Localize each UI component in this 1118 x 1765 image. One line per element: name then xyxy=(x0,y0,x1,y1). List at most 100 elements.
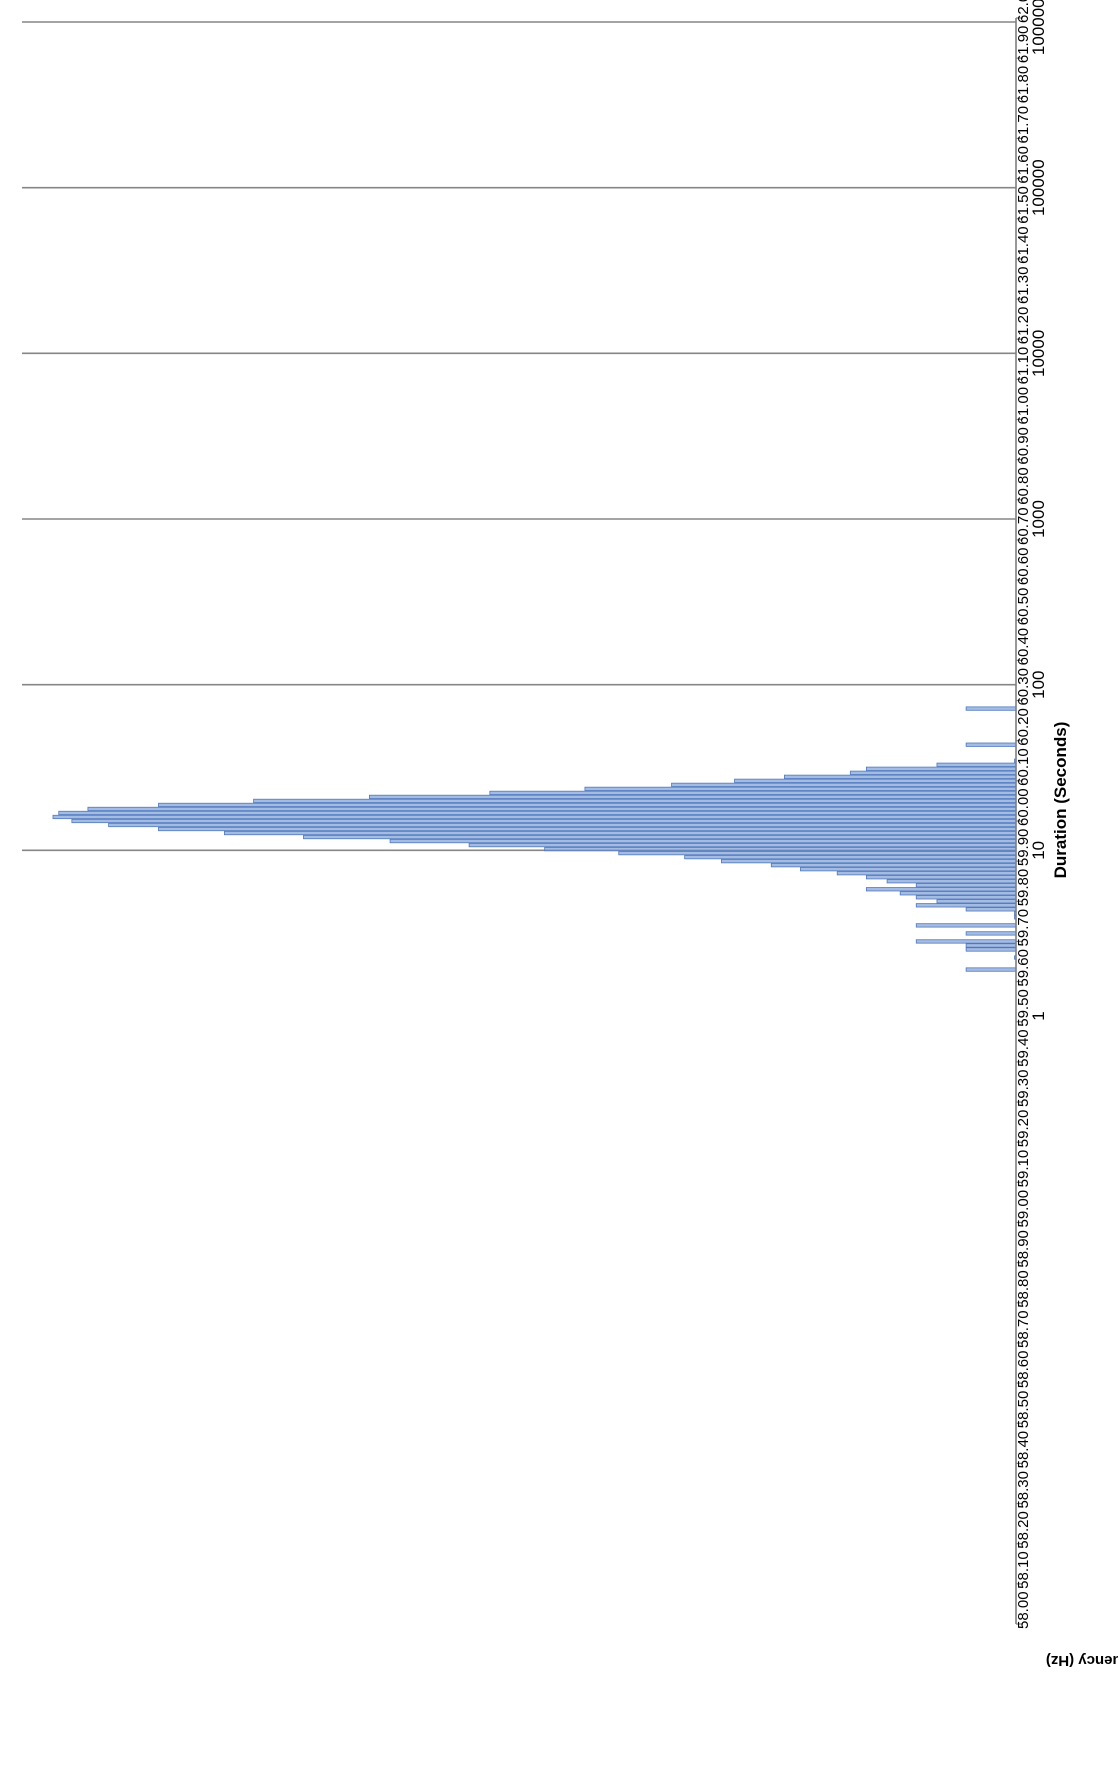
x-tick-label: 61.60 xyxy=(1015,146,1032,184)
x-tick-label: 59.20 xyxy=(1015,1110,1032,1148)
bar xyxy=(800,867,1017,872)
bar xyxy=(886,879,1017,884)
x-tick-label: 59.80 xyxy=(1015,869,1032,907)
x-tick-layer: 62.00 61.90 61.80 61.70 61.60 61.50 61.40 61.30… xyxy=(1015,0,1032,1629)
bar xyxy=(915,923,1017,928)
x-tick-label: 59.30 xyxy=(1015,1070,1032,1108)
bar xyxy=(915,895,1017,900)
x-tick-label: 58.40 xyxy=(1015,1431,1032,1469)
bar xyxy=(965,931,1017,936)
bar xyxy=(489,790,1017,796)
x-tick-label: 58.70 xyxy=(1015,1310,1032,1348)
x-tick-label: 58.30 xyxy=(1015,1471,1032,1509)
bar xyxy=(87,806,1017,812)
x-tick-label: 61.00 xyxy=(1015,387,1032,425)
x-tick-label: 59.50 xyxy=(1015,989,1032,1027)
bar xyxy=(965,967,1017,972)
x-tick-label: 61.40 xyxy=(1015,226,1032,264)
x-tick-label: 58.60 xyxy=(1015,1351,1032,1389)
x-tick-label: 59.60 xyxy=(1015,949,1032,987)
bar xyxy=(915,903,1017,908)
bar xyxy=(671,782,1017,787)
x-tick-label: 60.80 xyxy=(1015,467,1032,505)
bar xyxy=(684,855,1017,860)
x-tick-label: 60.90 xyxy=(1015,427,1032,465)
bar xyxy=(915,883,1017,888)
x-tick-label: 61.80 xyxy=(1015,66,1032,104)
y-tick-label: 1000 xyxy=(1029,500,1048,538)
bar xyxy=(965,947,1017,952)
y-tick-label: 10000 xyxy=(1029,330,1048,377)
x-tick-label: 60.20 xyxy=(1015,708,1032,746)
bar xyxy=(58,810,1017,816)
bar xyxy=(915,939,1017,944)
x-tick-label: 58.50 xyxy=(1015,1391,1032,1429)
bar xyxy=(784,774,1017,779)
bar xyxy=(899,891,1017,896)
x-tick-label: 61.30 xyxy=(1015,267,1032,305)
grid-layer xyxy=(22,21,1016,852)
x-tick-label: 60.70 xyxy=(1015,507,1032,545)
x-tick-label: 59.90 xyxy=(1015,829,1032,867)
x-tick-label: 61.90 xyxy=(1015,26,1032,64)
bar xyxy=(770,863,1017,868)
bar xyxy=(253,798,1017,804)
bar xyxy=(849,770,1017,775)
x-tick-label: 60.40 xyxy=(1015,628,1032,666)
x-tick-label: 61.20 xyxy=(1015,307,1032,345)
bar xyxy=(544,846,1017,852)
bar xyxy=(224,830,1017,836)
bar xyxy=(368,794,1017,800)
x-tick-label: 60.10 xyxy=(1015,748,1032,786)
x-tick-label: 60.30 xyxy=(1015,668,1032,706)
bar xyxy=(865,875,1017,880)
bar xyxy=(52,814,1017,820)
bar xyxy=(158,802,1017,808)
x-tick-label: 60.00 xyxy=(1015,788,1032,826)
x-tick-label: 62.00 xyxy=(1015,0,1032,23)
x-tick-label: 59.00 xyxy=(1015,1190,1032,1228)
bar xyxy=(865,887,1017,892)
bar xyxy=(303,834,1017,840)
y-tick-label: 1 xyxy=(1029,1011,1048,1020)
bar xyxy=(721,859,1017,864)
bar xyxy=(965,742,1017,747)
x-tick-label: 61.70 xyxy=(1015,106,1032,144)
bar xyxy=(936,899,1017,904)
x-tick-label: 58.10 xyxy=(1015,1551,1032,1589)
bar xyxy=(965,943,1017,948)
x-tick-label: 60.50 xyxy=(1015,588,1032,626)
x-axis-title: Frequency (Hz) xyxy=(1046,1652,1118,1669)
x-tick-label: 58.00 xyxy=(1015,1591,1032,1629)
bar xyxy=(389,838,1017,844)
y-tick-label: 10 xyxy=(1029,841,1048,860)
x-tick-label: 60.60 xyxy=(1015,548,1032,586)
bar xyxy=(71,818,1017,824)
y-tick-label: 1000000 xyxy=(1029,0,1048,55)
y-tick-layer: 1 10 100 1000 10000 100000 1000000 xyxy=(1029,0,1048,1021)
x-tick-label: 58.80 xyxy=(1015,1270,1032,1308)
x-tick-label: 58.90 xyxy=(1015,1230,1032,1268)
bar-layer xyxy=(52,706,1017,972)
bar xyxy=(734,778,1017,783)
x-tick-label: 59.10 xyxy=(1015,1150,1032,1188)
y-tick-label: 100 xyxy=(1029,670,1048,698)
bar xyxy=(584,786,1017,791)
x-tick-label: 59.40 xyxy=(1015,1029,1032,1067)
bar xyxy=(108,822,1017,828)
x-tick-label: 61.50 xyxy=(1015,186,1032,224)
x-tick-label: 58.20 xyxy=(1015,1511,1032,1549)
x-tick-label: 59.70 xyxy=(1015,909,1032,947)
bar xyxy=(158,826,1017,832)
bar xyxy=(865,766,1017,771)
bar xyxy=(965,907,1017,912)
x-tick-label: 61.10 xyxy=(1015,347,1032,385)
bar xyxy=(836,871,1017,876)
bar xyxy=(468,842,1017,848)
bar xyxy=(965,706,1017,711)
bar xyxy=(618,851,1017,856)
y-axis-title: Duration (Seconds) xyxy=(1051,722,1070,879)
y-tick-label: 100000 xyxy=(1029,159,1048,216)
